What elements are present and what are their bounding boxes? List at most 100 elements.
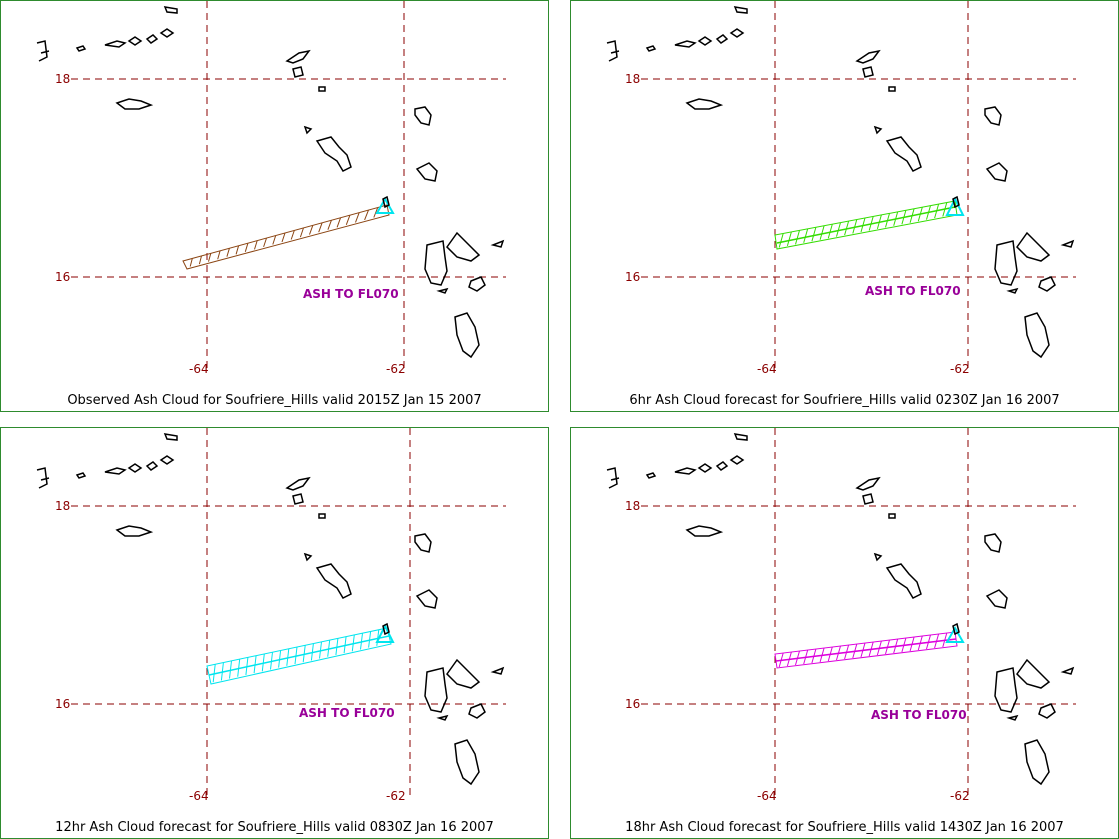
island-dominica xyxy=(454,739,480,786)
ash-plume xyxy=(206,627,392,685)
lon-label-62: -62 xyxy=(386,789,406,803)
island-anguilla-stmartin xyxy=(285,49,311,78)
island-marie-galante xyxy=(468,703,486,719)
island-barbuda xyxy=(414,533,432,553)
island-anegada xyxy=(733,433,748,441)
lat-label-16: 16 xyxy=(55,270,70,284)
coastlines xyxy=(36,6,505,359)
island-nevis-antigua xyxy=(885,136,922,172)
ash-level-label: ASH TO FL070 xyxy=(865,284,961,298)
lon-label-62: -62 xyxy=(950,362,970,376)
island-anegada xyxy=(733,6,748,14)
island-barbuda xyxy=(984,533,1002,553)
island-antigua xyxy=(985,589,1008,609)
lat-label-16: 16 xyxy=(55,697,70,711)
island-anegada xyxy=(163,6,178,14)
ash-plume xyxy=(182,204,390,270)
island-antigua xyxy=(985,162,1008,182)
coastlines xyxy=(606,433,1075,786)
island-anguilla-stmartin xyxy=(855,49,881,78)
ash-map-panel-12hr: 18 16 -64 -62 xyxy=(0,427,549,839)
ash-level-label: ASH TO FL070 xyxy=(871,708,967,722)
ash-map-panel-18hr: 18 16 -64 -62 xyxy=(570,427,1119,839)
ash-cloud-polygon xyxy=(182,204,390,270)
island-nevis-antigua xyxy=(315,136,352,172)
island-virgin-chain xyxy=(645,455,745,479)
map-canvas: 18 16 -64 -62 xyxy=(606,1,1076,376)
lat-label-16: 16 xyxy=(625,270,640,284)
island-st-kitts xyxy=(873,125,883,135)
ash-cloud-polygon xyxy=(774,200,958,250)
island-marie-galante xyxy=(1038,276,1056,292)
ash-map-panel-observed: 18 16 -64 -62 ASH TO xyxy=(0,0,549,412)
lat-label-16: 16 xyxy=(625,697,640,711)
island-virgin-chain xyxy=(75,455,175,479)
island-barbuda xyxy=(414,106,432,126)
coastlines xyxy=(606,6,1075,359)
island-saba xyxy=(318,513,326,519)
panel-caption: Observed Ash Cloud for Soufriere_Hills v… xyxy=(67,393,482,408)
island-dominica xyxy=(1024,739,1050,786)
island-guadeloupe xyxy=(424,231,481,286)
island-dominica xyxy=(454,312,480,359)
panel-caption: 18hr Ash Cloud forecast for Soufriere_Hi… xyxy=(625,820,1064,835)
island-desirade xyxy=(1060,239,1075,248)
island-st-croix xyxy=(115,525,154,537)
island-saba xyxy=(318,86,326,92)
island-marie-galante xyxy=(1038,703,1056,719)
grid-lines xyxy=(71,428,506,796)
island-guadeloupe xyxy=(994,231,1051,286)
ash-map-panel-6hr: 18 16 -64 -62 xyxy=(570,0,1119,412)
island-les-saintes xyxy=(1006,287,1019,294)
island-virgin-islands xyxy=(606,40,620,62)
island-nevis-antigua xyxy=(885,563,922,599)
map-canvas: 18 16 -64 -62 ASH TO xyxy=(36,1,506,376)
grid-lines xyxy=(641,1,1076,369)
island-antigua xyxy=(415,162,438,182)
island-virgin-islands xyxy=(36,40,50,62)
island-anguilla-stmartin xyxy=(855,476,881,505)
ash-plume xyxy=(774,200,958,250)
volcano-vent-marker xyxy=(945,622,965,643)
ash-level-label: ASH TO FL070 xyxy=(299,706,395,720)
island-st-kitts xyxy=(873,552,883,562)
ash-cloud-hatching xyxy=(189,207,379,267)
lon-label-64: -64 xyxy=(189,362,209,376)
island-saba xyxy=(888,513,896,519)
island-les-saintes xyxy=(436,714,449,721)
island-anegada xyxy=(163,433,178,441)
island-desirade xyxy=(490,239,505,248)
map-canvas: 18 16 -64 -62 xyxy=(36,428,506,803)
lon-label-64: -64 xyxy=(189,789,209,803)
island-nevis-antigua xyxy=(315,563,352,599)
lat-label-18: 18 xyxy=(55,72,70,86)
volcano-vent-marker xyxy=(375,622,395,643)
grid-lines xyxy=(641,428,1076,796)
island-st-croix xyxy=(685,98,724,110)
island-les-saintes xyxy=(436,287,449,294)
island-virgin-islands xyxy=(36,467,50,489)
island-virgin-chain xyxy=(645,28,745,52)
lat-label-18: 18 xyxy=(625,72,640,86)
ash-plume xyxy=(774,631,958,669)
coastlines xyxy=(36,433,505,786)
island-st-croix xyxy=(115,98,154,110)
island-virgin-islands xyxy=(606,467,620,489)
island-anguilla-stmartin xyxy=(285,476,311,505)
island-desirade xyxy=(490,666,505,675)
island-st-kitts xyxy=(303,552,313,562)
panel-caption: 6hr Ash Cloud forecast for Soufriere_Hil… xyxy=(629,393,1060,408)
island-barbuda xyxy=(984,106,1002,126)
volcano-vent-marker xyxy=(945,195,965,216)
island-dominica xyxy=(1024,312,1050,359)
lon-label-64: -64 xyxy=(757,789,777,803)
lat-label-18: 18 xyxy=(625,499,640,513)
island-virgin-chain xyxy=(75,28,175,52)
lon-label-64: -64 xyxy=(757,362,777,376)
island-les-saintes xyxy=(1006,714,1019,721)
island-desirade xyxy=(1060,666,1075,675)
island-guadeloupe xyxy=(424,658,481,713)
map-canvas: 18 16 -64 -62 xyxy=(606,428,1076,803)
grid-lines xyxy=(71,1,506,369)
lon-label-62: -62 xyxy=(950,789,970,803)
